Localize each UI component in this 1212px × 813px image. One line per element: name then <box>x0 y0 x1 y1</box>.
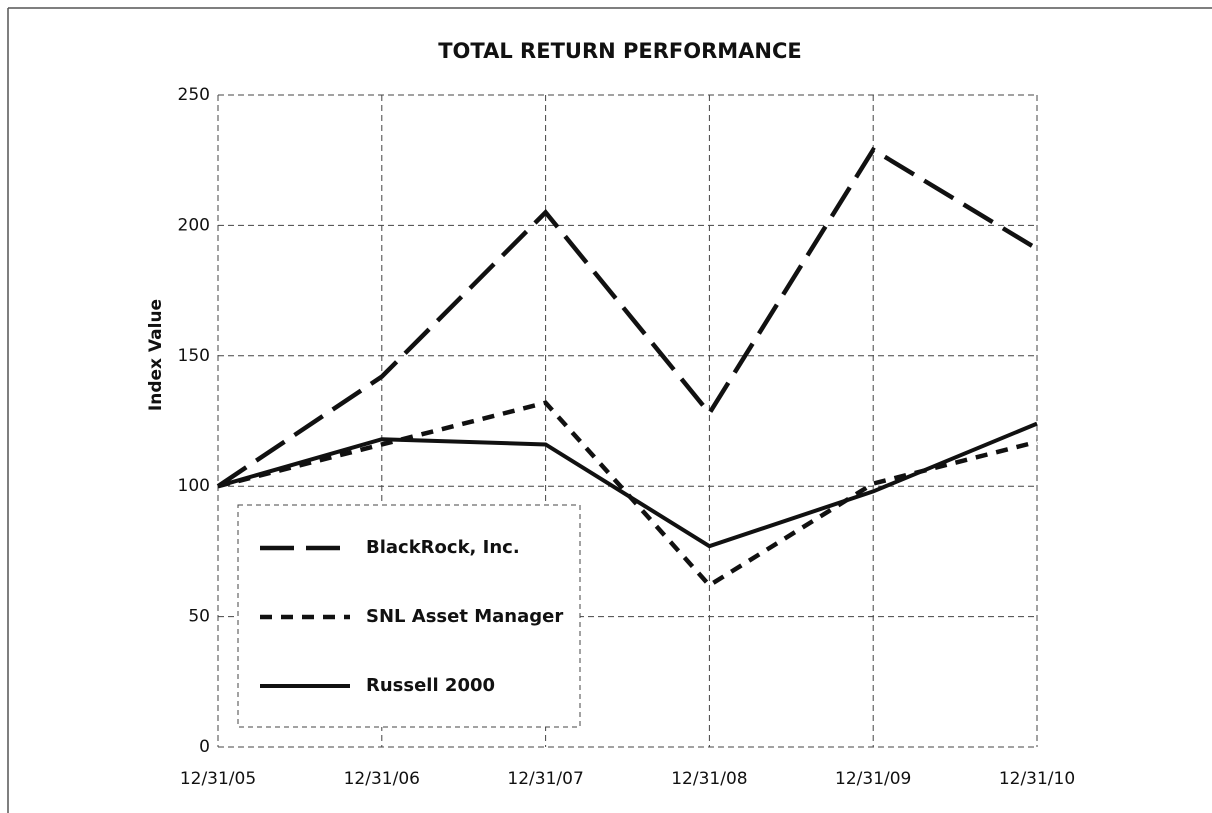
chart-title: TOTAL RETURN PERFORMANCE <box>438 39 802 63</box>
x-tick-label: 12/31/06 <box>344 769 420 789</box>
series-line <box>216 146 1039 489</box>
legend-box <box>237 504 581 728</box>
legend-label: Russell 2000 <box>366 675 495 696</box>
series-line <box>217 421 1038 549</box>
x-tick-label: 12/31/05 <box>180 769 256 789</box>
y-tick-label: 250 <box>178 85 210 105</box>
y-tick-label: 50 <box>188 607 210 627</box>
x-tick-label: 12/31/10 <box>999 769 1075 789</box>
legend-label: BlackRock, Inc. <box>366 537 520 558</box>
x-tick-label: 12/31/09 <box>835 769 911 789</box>
x-tick-label: 12/31/07 <box>507 769 583 789</box>
y-tick-label: 150 <box>178 346 210 366</box>
x-tick-label: 12/31/08 <box>671 769 747 789</box>
y-tick-label: 200 <box>178 215 210 235</box>
y-axis-label: Index Value <box>146 299 166 411</box>
y-tick-label: 0 <box>199 737 210 757</box>
legend-label: SNL Asset Manager <box>366 606 563 627</box>
series-line <box>217 400 1038 589</box>
y-tick-label: 100 <box>178 476 210 496</box>
